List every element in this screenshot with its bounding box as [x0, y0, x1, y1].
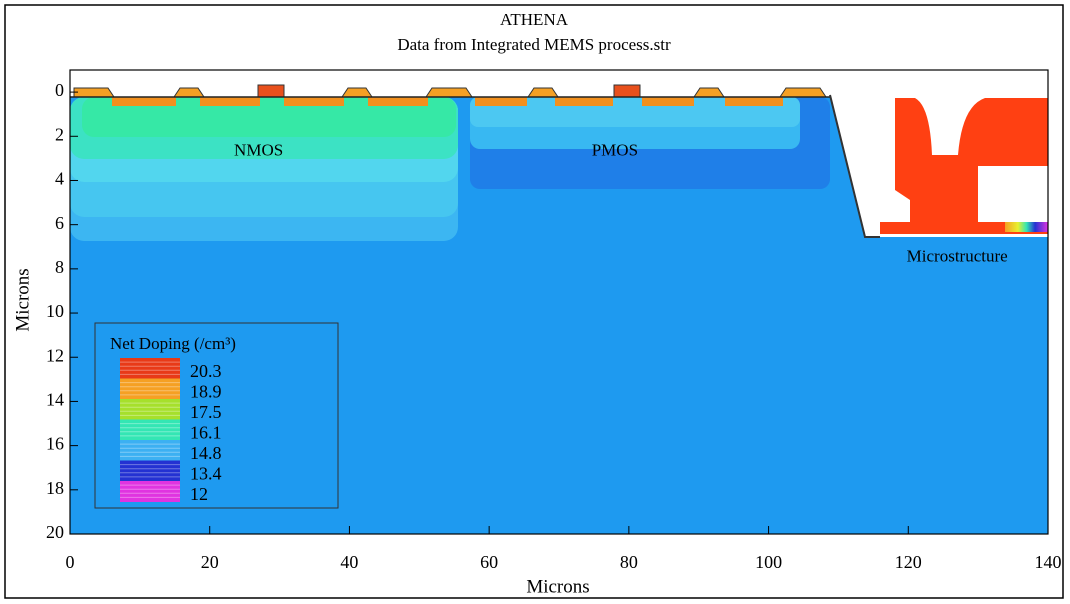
x-tick-label: 40 — [340, 552, 358, 572]
annotation: PMOS — [592, 141, 638, 160]
x-tick-label: 80 — [620, 552, 638, 572]
oxide-bump — [425, 87, 473, 98]
colorbar-label: 16.1 — [190, 423, 222, 443]
colorbar-label: 12 — [190, 484, 208, 504]
pmos-well — [470, 97, 800, 127]
chart-subtitle: Data from Integrated MEMS process.str — [397, 35, 671, 54]
oxide-bump — [173, 87, 205, 98]
colorbar-swatch — [120, 481, 180, 502]
y-tick-label: 18 — [46, 478, 64, 498]
junctions — [112, 97, 783, 106]
y-tick-label: 0 — [55, 80, 64, 100]
colorbar-swatch — [120, 378, 180, 400]
microstructure — [880, 98, 1048, 234]
oxide-bump — [779, 87, 827, 98]
oxide-bump — [527, 87, 559, 98]
colorbar-label: 20.3 — [190, 361, 222, 381]
x-axis-label: Microns — [526, 576, 589, 597]
colorbar-swatch — [120, 399, 180, 420]
y-tick-label: 10 — [46, 301, 64, 321]
junction — [555, 97, 613, 106]
colorbar-label: 13.4 — [190, 464, 222, 484]
colorbar-label: 18.9 — [190, 382, 222, 402]
y-tick-label: 2 — [55, 124, 64, 144]
junction — [112, 97, 176, 106]
junction — [284, 97, 344, 106]
y-tick-label: 8 — [55, 257, 64, 277]
oxide-bump — [693, 87, 725, 98]
y-tick-label: 4 — [55, 169, 64, 189]
colorbar-swatch — [120, 440, 180, 461]
junction — [642, 97, 694, 106]
annotation: Microstructure — [907, 247, 1008, 266]
y-tick-label: 12 — [46, 345, 64, 365]
chart-title: ATHENA — [500, 10, 569, 29]
plot-area — [69, 69, 1049, 535]
colorbar-swatch — [120, 358, 180, 379]
x-tick-label: 120 — [895, 552, 922, 572]
legend-box — [94, 322, 339, 509]
trench-wall — [829, 94, 880, 238]
x-tick-label: 20 — [201, 552, 219, 572]
nmos-well — [82, 97, 456, 137]
microstructure-edge — [1005, 222, 1048, 232]
colorbar-swatch — [120, 460, 180, 482]
junction — [200, 97, 260, 106]
oxide-bump — [73, 87, 115, 98]
colorbar-label: 14.8 — [190, 443, 222, 463]
x-tick-label: 0 — [66, 552, 75, 572]
oxide — [73, 84, 827, 98]
y-axis-label: Microns — [12, 268, 33, 331]
x-tick-label: 100 — [755, 552, 782, 572]
oxide-bump — [341, 87, 373, 98]
y-tick-label: 20 — [46, 522, 64, 542]
colorbar-label: 17.5 — [190, 402, 222, 422]
gate — [613, 84, 641, 98]
y-tick-label: 6 — [55, 213, 64, 233]
x-tick-label: 60 — [480, 552, 498, 572]
y-tick-label: 16 — [46, 434, 64, 454]
junction — [368, 97, 428, 106]
x-tick-label: 140 — [1035, 552, 1062, 572]
legend-title: Net Doping (/cm³) — [110, 334, 236, 353]
annotation: NMOS — [234, 141, 283, 160]
colorbar-swatch — [120, 419, 180, 441]
gate — [257, 84, 285, 98]
plot-border — [69, 69, 1049, 535]
junction — [475, 97, 527, 106]
y-tick-label: 14 — [46, 390, 64, 410]
junction — [725, 97, 783, 106]
